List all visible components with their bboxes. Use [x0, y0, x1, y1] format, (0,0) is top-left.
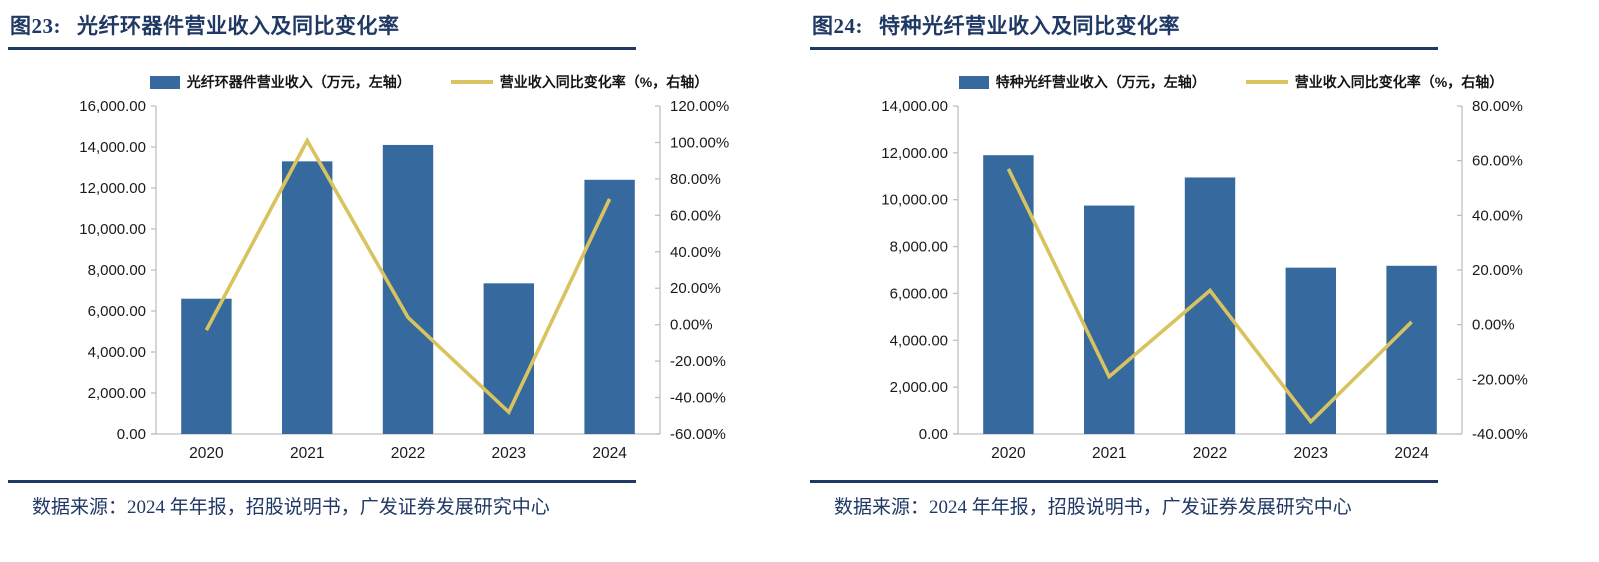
right-axis-tick-label: -20.00%	[670, 353, 726, 370]
right-axis-tick-label: 60.00%	[670, 207, 721, 224]
source-separator	[8, 480, 636, 483]
left-axis-tick-label: 6,000.00	[88, 303, 146, 320]
axes: 0.00 2,000.00 4,000.00 6,000.00 8,000.00 10,0…	[79, 98, 729, 443]
right-axis-tick-label: 80.00%	[1472, 98, 1523, 115]
bar-2023	[1285, 267, 1336, 434]
figure-number: 图24:	[812, 14, 863, 38]
right-axis-tick-label: -40.00%	[1472, 426, 1528, 443]
bar-series-swatch	[149, 75, 180, 89]
x-axis-label-2022: 2022	[1193, 445, 1227, 462]
figure-number: 图23:	[10, 14, 61, 38]
legend-item-bar-series: 特种光纤营业收入（万元，左轴）	[958, 72, 1206, 92]
x-axis-label-2021: 2021	[290, 445, 324, 462]
left-axis-tick-label: 12,000.00	[881, 145, 948, 162]
right-axis-tick-label: 40.00%	[670, 244, 721, 261]
left-axis-tick-label: 12,000.00	[79, 180, 146, 197]
x-axis-label-2024: 2024	[592, 445, 627, 462]
figure-title: 图24: 特种光纤营业收入及同比变化率	[810, 2, 1592, 40]
bar-series	[983, 155, 1437, 434]
left-axis-tick-label: 16,000.00	[79, 98, 146, 115]
left-axis-tick-label: 2,000.00	[88, 385, 146, 402]
data-source-note: 数据来源：2024 年年报，招股说明书，广发证券发展研究中心	[834, 497, 1352, 518]
right-axis-tick-label: 60.00%	[1472, 153, 1523, 170]
right-axis-tick-label: -20.00%	[1472, 371, 1528, 388]
chart-legend: 光纤环器件营业收入（万元，左轴） 营业收入同比变化率（%，右轴）	[68, 72, 790, 92]
x-axis-labels: 2020 2021 2022 2023 2024	[189, 445, 627, 462]
line-series-swatch	[450, 80, 493, 84]
source-separator	[810, 480, 1438, 483]
left-axis-tick-label: 0.00	[919, 426, 948, 443]
x-axis-label-2020: 2020	[189, 445, 224, 462]
right-axis-tick-label: -60.00%	[670, 426, 726, 443]
left-axis-tick-label: 4,000.00	[890, 332, 948, 349]
x-axis-label-2023: 2023	[492, 445, 526, 462]
x-axis-labels: 2020 2021 2022 2023 2024	[991, 445, 1429, 462]
bar-2024	[584, 179, 635, 434]
left-axis-tick-label: 14,000.00	[79, 139, 146, 156]
data-source-note: 数据来源：2024 年年报，招股说明书，广发证券发展研究中心	[32, 497, 550, 518]
title-underline	[810, 47, 1438, 50]
combo-chart-fig24: 0.00 2,000.00 4,000.00 6,000.00 8,000.00 10,0…	[881, 98, 1528, 462]
bar-series-swatch	[958, 75, 989, 89]
yoy-change-line	[1006, 168, 1413, 425]
right-axis-tick-label: 80.00%	[670, 171, 721, 188]
yoy-change-line	[204, 136, 612, 416]
title-underline	[8, 47, 636, 50]
bar-2021	[282, 161, 333, 434]
line-series-swatch	[1245, 80, 1288, 84]
left-axis-tick-label: 6,000.00	[890, 285, 948, 302]
x-axis-label-2020: 2020	[991, 445, 1026, 462]
legend-item-bar-series: 光纤环器件营业收入（万元，左轴）	[149, 72, 411, 92]
left-axis-tick-label: 14,000.00	[881, 98, 948, 115]
legend-item-line-series: 营业收入同比变化率（%，右轴）	[450, 72, 709, 92]
left-axis-tick-label: 4,000.00	[88, 344, 146, 361]
bar-2020	[181, 298, 232, 434]
legend-label-bar: 特种光纤营业收入（万元，左轴）	[995, 74, 1206, 90]
left-axis-tick-label: 0.00	[117, 426, 146, 443]
legend-label-line: 营业收入同比变化率（%，右轴）	[1294, 74, 1504, 90]
report-figures-row: 图23: 光纤环器件营业收入及同比变化率 光纤环器件营业收入（万元，左轴） 营业收…	[8, 2, 1592, 519]
right-axis-tick-label: 120.00%	[670, 98, 729, 115]
figure-24-panel: 图24: 特种光纤营业收入及同比变化率 特种光纤营业收入（万元，左轴） 营业收入同…	[810, 2, 1592, 519]
figure-23-panel: 图23: 光纤环器件营业收入及同比变化率 光纤环器件营业收入（万元，左轴） 营业收…	[8, 2, 790, 519]
left-axis-tick-label: 8,000.00	[890, 239, 948, 256]
legend-item-line-series: 营业收入同比变化率（%，右轴）	[1245, 72, 1504, 92]
left-axis-tick-label: 10,000.00	[79, 221, 146, 238]
bar-2024	[1386, 265, 1437, 434]
bar-2020	[983, 155, 1034, 434]
right-axis-tick-label: 0.00%	[670, 317, 713, 334]
combo-chart-fig23: 0.00 2,000.00 4,000.00 6,000.00 8,000.00 10,0…	[79, 98, 729, 462]
figure-title: 图23: 光纤环器件营业收入及同比变化率	[8, 2, 790, 40]
right-axis-tick-label: 20.00%	[670, 280, 721, 297]
chart-legend: 特种光纤营业收入（万元，左轴） 营业收入同比变化率（%，右轴）	[870, 72, 1592, 92]
right-axis-tick-label: 20.00%	[1472, 262, 1523, 279]
left-axis-tick-label: 2,000.00	[890, 379, 948, 396]
right-axis-tick-label: -40.00%	[670, 390, 726, 407]
x-axis-label-2024: 2024	[1394, 445, 1429, 462]
left-axis-tick-label: 8,000.00	[88, 262, 146, 279]
figure-title-text: 光纤环器件营业收入及同比变化率	[77, 14, 400, 38]
legend-label-bar: 光纤环器件营业收入（万元，左轴）	[186, 74, 411, 90]
right-axis-tick-label: 100.00%	[670, 134, 729, 151]
axes: 0.00 2,000.00 4,000.00 6,000.00 8,000.00 10,0…	[881, 98, 1528, 443]
right-axis-tick-label: 0.00%	[1472, 317, 1515, 334]
legend-label-line: 营业收入同比变化率（%，右轴）	[499, 74, 709, 90]
right-axis-tick-label: 40.00%	[1472, 207, 1523, 224]
x-axis-label-2021: 2021	[1092, 445, 1126, 462]
figure-title-text: 特种光纤营业收入及同比变化率	[879, 14, 1180, 38]
x-axis-label-2023: 2023	[1294, 445, 1328, 462]
x-axis-label-2022: 2022	[391, 445, 425, 462]
left-axis-tick-label: 10,000.00	[881, 192, 948, 209]
bar-2021	[1084, 205, 1135, 434]
